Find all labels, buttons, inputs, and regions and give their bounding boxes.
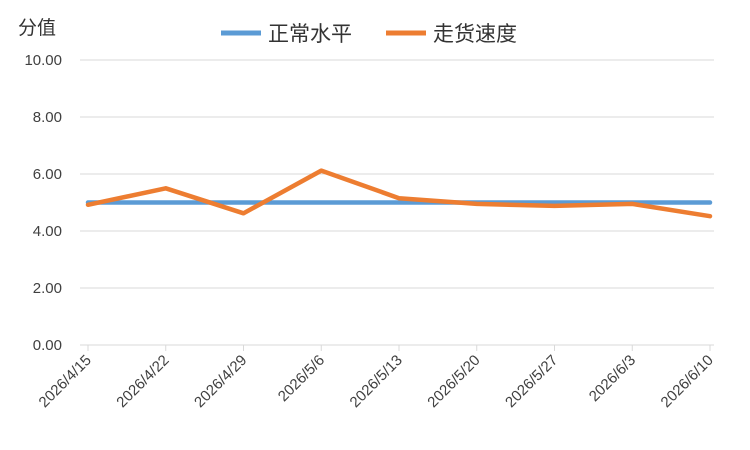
y-axis-title: 分值: [18, 17, 56, 39]
series-layer: [85, 168, 713, 219]
legend-item-shipping-speed: 走货速度: [386, 22, 517, 46]
y-tick-label: 4.00: [33, 223, 62, 240]
x-tick-labels: 2026/4/15 2026/4/22 2026/4/29 2026/5/6 2026/…: [36, 352, 717, 411]
data-point: [320, 170, 322, 172]
x-tick-label: 2026/6/10: [658, 352, 717, 411]
y-tick-label: 8.00: [33, 109, 62, 126]
data-point: [398, 202, 400, 203]
y-tick-label: 2.00: [33, 280, 62, 297]
axes: [80, 344, 714, 351]
legend-label-normal-level: 正常水平: [268, 22, 352, 46]
data-point: [709, 215, 711, 217]
data-point: [631, 203, 633, 205]
x-tick-label: 2026/5/20: [424, 352, 483, 411]
gridlines: [80, 59, 714, 289]
legend-item-normal-level: 正常水平: [221, 22, 352, 46]
y-tick-label: 6.00: [33, 166, 62, 183]
x-tick-label: 2026/4/29: [191, 352, 250, 411]
data-point: [165, 202, 167, 203]
legend-label-shipping-speed: 走货速度: [433, 22, 517, 46]
x-tick-label: 2026/4/15: [36, 352, 95, 411]
y-tick-label: 10.00: [24, 52, 62, 69]
y-tick-labels: 0.00 2.00 4.00 6.00 8.00 10.00: [24, 52, 62, 354]
y-tick-label: 0.00: [33, 337, 62, 354]
series-line-1: [85, 168, 713, 219]
x-tick-label: 2026/5/6: [275, 352, 328, 405]
data-point: [709, 202, 711, 203]
data-point: [243, 212, 244, 214]
data-point: [243, 202, 244, 203]
data-point: [554, 202, 555, 203]
data-point: [476, 203, 478, 205]
x-tick-label: 2026/5/13: [347, 352, 406, 411]
x-tick-label: 2026/6/3: [586, 352, 639, 405]
x-tick-label: 2026/5/27: [502, 352, 561, 411]
data-point: [398, 197, 400, 199]
data-point: [165, 187, 167, 189]
legend: 正常水平 走货速度: [221, 22, 517, 46]
data-point: [87, 204, 89, 206]
x-tick-label: 2026/4/22: [113, 352, 172, 411]
data-point: [554, 205, 555, 207]
data-point: [320, 202, 322, 203]
